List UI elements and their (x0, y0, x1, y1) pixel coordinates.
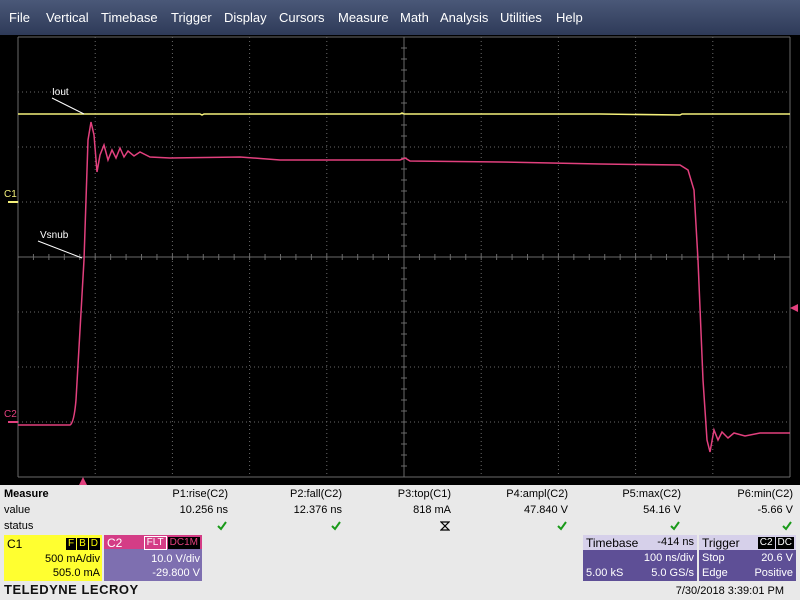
measure-label: Measure (4, 488, 49, 500)
timebase-scale: 100 ns/div (643, 552, 694, 564)
badge: C2 (757, 537, 775, 549)
status-icon (557, 521, 567, 531)
label-leader (37, 240, 83, 259)
status-icon (440, 521, 450, 531)
menu-item[interactable]: Measure (338, 10, 389, 25)
menu-item[interactable]: Utilities (500, 10, 542, 25)
badge: FLT (143, 536, 167, 550)
channel-name: C1 (7, 537, 23, 551)
measure-value: 12.376 ns (293, 504, 342, 516)
channel-name: C2 (107, 536, 123, 550)
measure-name: P6:min(C2) (737, 488, 793, 500)
menu-item[interactable]: Analysis (440, 10, 489, 25)
status-icon (782, 521, 792, 531)
box-title: Trigger (702, 536, 740, 550)
menu-item[interactable]: Vertical (46, 10, 89, 25)
badge: DC (775, 537, 794, 549)
badge: D (88, 538, 100, 550)
trigger-mode: Stop (702, 552, 725, 564)
channel-scale: 10.0 V/div (151, 553, 200, 565)
c2-channel-box[interactable]: C2 FLT DC1M 10.0 V/div -29.800 V (104, 535, 202, 581)
grid (17, 36, 791, 478)
timebase-box[interactable]: Timebase -414 ns 100 ns/div 5.00 kS 5.0 … (583, 535, 697, 581)
menu-item[interactable]: Display (224, 10, 267, 25)
menu-item[interactable]: Help (556, 10, 583, 25)
channel-marker: C2 (4, 409, 17, 420)
measure-name: P4:ampl(C2) (506, 488, 568, 500)
channel-marker: C1 (4, 189, 17, 200)
measure-value: 47.840 V (523, 504, 568, 516)
menu-item[interactable]: Trigger (171, 10, 212, 25)
trace-label: Iout (52, 87, 69, 98)
c2-offset-marker (8, 421, 18, 423)
c1-trace (18, 112, 790, 116)
box-title: Timebase (586, 536, 639, 550)
badge: B (77, 538, 88, 550)
label-leader (51, 97, 85, 115)
measure-value: 54.16 V (643, 504, 681, 516)
channel-scale: 500 mA/div (44, 553, 100, 565)
row-label: status (4, 520, 34, 532)
badge: DC1M (167, 537, 200, 549)
measure-name: P3:top(C1) (397, 488, 451, 500)
trace-label: Vsnub (40, 230, 69, 241)
menu-bar: File Vertical Timebase Trigger Display Cursor… (0, 0, 800, 35)
measure-name: P5:max(C2) (622, 488, 681, 500)
menu-item[interactable]: Timebase (101, 10, 158, 25)
menu-item[interactable]: File (9, 10, 30, 25)
status-icon (217, 521, 227, 531)
status-icon (331, 521, 341, 531)
scope-display: Iout Vsnub C1 C2 (0, 35, 800, 485)
channel-offset: 505.0 mA (52, 567, 100, 579)
sample-rate: 5.0 GS/s (651, 567, 694, 579)
trigger-level: 20.6 V (761, 552, 793, 564)
menu-item[interactable]: Math (400, 10, 429, 25)
screen (0, 35, 800, 485)
sample-count: 5.00 kS (586, 567, 624, 579)
c1-offset-marker (8, 201, 18, 203)
badges: C2 DC (757, 536, 794, 549)
measure-name: P1:rise(C2) (172, 488, 228, 500)
menu-item[interactable]: Cursors (279, 10, 325, 25)
trigger-type: Edge (702, 567, 728, 579)
c2-trace (18, 121, 790, 453)
trigger-position-marker (79, 477, 87, 485)
trigger-level-marker (790, 304, 798, 312)
measure-value: 10.256 ns (179, 504, 228, 516)
trigger-box[interactable]: Trigger C2 DC Stop 20.6 V Edge Positive (699, 535, 796, 581)
status-icon (670, 521, 680, 531)
timebase-delay: -414 ns (657, 536, 694, 548)
box-header (583, 535, 697, 550)
badges: FLT DC1M (143, 536, 200, 550)
brand: TELEDYNE LECROY (4, 582, 139, 597)
badge: F (65, 538, 77, 550)
channel-offset: -29.800 V (152, 567, 200, 579)
timestamp: 7/30/2018 3:39:01 PM (675, 585, 784, 597)
measure-value: -5.66 V (757, 504, 793, 516)
trigger-slope: Positive (754, 567, 793, 579)
measure-value: 818 mA (413, 504, 451, 516)
row-label: value (4, 504, 31, 516)
measure-name: P2:fall(C2) (290, 488, 342, 500)
